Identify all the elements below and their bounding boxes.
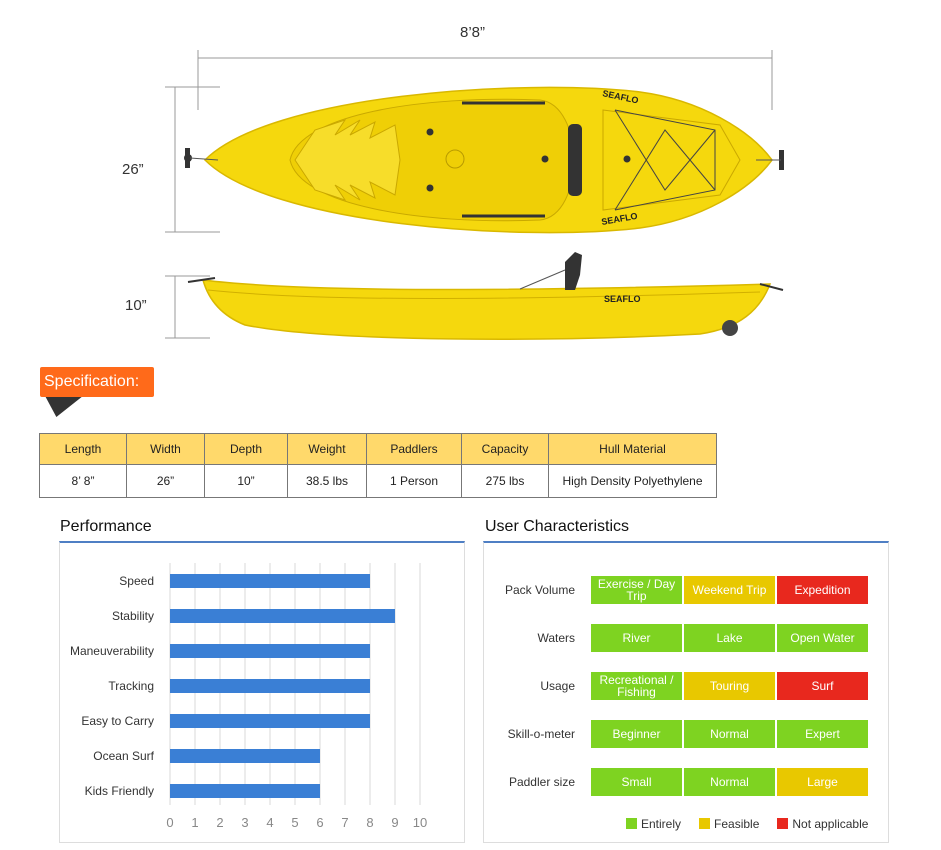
legend-swatch <box>699 818 711 829</box>
spec-header-paddlers: Paddlers <box>366 433 462 465</box>
uc-cell-entirely: River <box>591 624 682 652</box>
spec-value-width: 26” <box>126 464 205 498</box>
category-label: Speed <box>119 574 154 588</box>
kayak-diagram: SEAFLO SEAFLO SEAFLO <box>165 50 784 340</box>
legend-swatch <box>626 818 637 829</box>
bar <box>170 714 370 728</box>
kayak-side-view: SEAFLO <box>187 252 784 340</box>
spec-header-depth: Depth <box>204 433 288 465</box>
spec-value-hull-material: High Density Polyethylene <box>548 464 717 498</box>
bar <box>170 679 370 693</box>
legend-item-feasible: Feasible <box>699 817 759 831</box>
uc-cell-feasible: Touring <box>684 672 775 700</box>
x-tick-label: 4 <box>266 815 273 830</box>
x-tick-label: 2 <box>216 815 223 830</box>
legend-item-entirely: Entirely <box>626 817 681 831</box>
legend-label: Feasible <box>714 817 760 831</box>
specification-badge-tail <box>38 397 82 417</box>
bar <box>170 574 370 588</box>
length-label: 8’8” <box>460 24 486 41</box>
x-tick-label: 7 <box>341 815 348 830</box>
spec-header-width: Width <box>126 433 205 465</box>
category-label: Easy to Carry <box>81 714 154 728</box>
spec-value-length: 8’ 8” <box>39 464 127 498</box>
x-tick-label: 8 <box>366 815 373 830</box>
category-label: Maneuverability <box>70 644 154 658</box>
spec-header-capacity: Capacity <box>461 433 549 465</box>
spec-header-weight: Weight <box>287 433 367 465</box>
spec-value-paddlers: 1 Person <box>366 464 462 498</box>
uc-cell-entirely: Exercise / Day Trip <box>591 576 682 604</box>
uc-cell-na: Surf <box>777 672 868 700</box>
x-tick-label: 9 <box>391 815 398 830</box>
depth-label: 10” <box>125 297 147 314</box>
user-characteristics-panel <box>483 541 889 843</box>
spec-value-capacity: 275 lbs <box>461 464 549 498</box>
spec-value-row: 8’ 8” 26” 10” 38.5 lbs 1 Person 275 lbs … <box>39 464 717 498</box>
uc-row-label: Usage <box>540 679 575 693</box>
x-tick-label: 1 <box>191 815 198 830</box>
x-tick-label: 10 <box>413 815 427 830</box>
x-tick-label: 0 <box>166 815 173 830</box>
spec-header-row: Length Width Depth Weight Paddlers Capac… <box>39 433 717 465</box>
bar <box>170 609 395 623</box>
uc-row-label: Paddler size <box>508 775 575 789</box>
uc-cell-feasible: Large <box>777 768 868 796</box>
spec-table: Length Width Depth Weight Paddlers Capac… <box>39 433 717 498</box>
user-characteristics-title: User Characteristics <box>485 518 630 535</box>
uc-legend: Entirely Feasible Not applicable <box>626 817 868 831</box>
spec-value-depth: 10” <box>204 464 288 498</box>
uc-cell-entirely: Normal <box>684 768 775 796</box>
spec-value-weight: 38.5 lbs <box>287 464 367 498</box>
category-label: Ocean Surf <box>93 749 154 763</box>
x-tick-label: 3 <box>241 815 248 830</box>
spec-header-length: Length <box>39 433 127 465</box>
brand-side: SEAFLO <box>604 294 641 304</box>
uc-row-label: Waters <box>537 631 575 645</box>
bar <box>170 784 320 798</box>
category-label: Kids Friendly <box>85 784 154 798</box>
category-label: Tracking <box>108 679 154 693</box>
uc-cell-entirely: Expert <box>777 720 868 748</box>
bar <box>170 644 370 658</box>
legend-item-na: Not applicable <box>777 817 868 831</box>
performance-title: Performance <box>60 518 152 535</box>
x-tick-label: 5 <box>291 815 298 830</box>
width-label: 26” <box>122 161 144 178</box>
uc-row-label: Skill-o-meter <box>507 727 575 741</box>
performance-panel <box>59 541 465 843</box>
uc-row-label: Pack Volume <box>504 583 575 597</box>
performance-chart: 0 1 2 3 4 5 6 7 8 9 10 Speed Stability Maneuverabilit… <box>70 563 427 830</box>
uc-cell-entirely: Normal <box>684 720 775 748</box>
category-label: Stability <box>112 609 154 623</box>
uc-cell-na: Expedition <box>777 576 868 604</box>
uc-cell-entirely: Open Water <box>777 624 868 652</box>
legend-swatch <box>777 818 789 829</box>
x-tick-label: 6 <box>316 815 323 830</box>
spec-header-hull-material: Hull Material <box>548 433 717 465</box>
user-characteristics-grid: Pack Volume Exercise / Day Trip Weekend Tr… <box>483 543 889 841</box>
kayak-top-view: SEAFLO SEAFLO <box>184 86 784 234</box>
legend-label: Entirely <box>641 817 682 831</box>
uc-cell-entirely: Beginner <box>591 720 682 748</box>
legend-label: Not applicable <box>792 817 869 831</box>
bar <box>170 749 320 763</box>
specification-badge: Specification: <box>40 367 154 397</box>
uc-cell-entirely: Recreational / Fishing <box>591 672 682 700</box>
uc-cell-feasible: Weekend Trip <box>684 576 775 604</box>
uc-cell-entirely: Small <box>591 768 682 796</box>
uc-cell-entirely: Lake <box>684 624 775 652</box>
